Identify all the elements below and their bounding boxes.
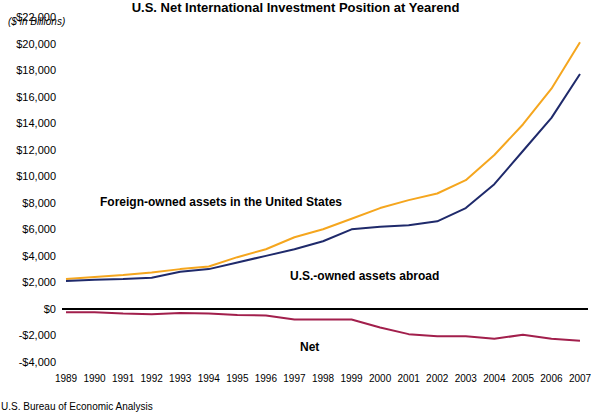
series-label: Net xyxy=(300,340,319,354)
x-tick-label: 1998 xyxy=(312,373,335,384)
y-tick xyxy=(58,176,61,177)
y-tick-label: $6,000 xyxy=(22,223,56,235)
x-tick-label: 2000 xyxy=(369,373,392,384)
title: U.S. Net International Investment Positi… xyxy=(132,0,460,15)
x-tick-label: 2001 xyxy=(398,373,421,384)
x-tick-label: 2007 xyxy=(569,373,591,384)
x-tick-label: 2003 xyxy=(455,373,478,384)
x-tick-label: 2004 xyxy=(483,373,506,384)
y-tick-label: $12,000 xyxy=(16,144,56,156)
y-tick xyxy=(58,70,61,71)
x-tick-label: 1996 xyxy=(255,373,278,384)
x-tick-label: 1999 xyxy=(340,373,363,384)
series-line xyxy=(66,74,580,281)
y-tick xyxy=(58,362,61,363)
x-tick-label: 1991 xyxy=(112,373,135,384)
y-tick-label: $10,000 xyxy=(16,170,56,182)
y-tick xyxy=(58,255,61,256)
y-tick xyxy=(58,149,61,150)
y-tick xyxy=(58,17,61,18)
series-label: Foreign-owned assets in the United State… xyxy=(100,195,342,209)
y-tick xyxy=(58,96,61,97)
x-tick-label: 1989 xyxy=(55,373,78,384)
y-tick-label: -$4,000 xyxy=(19,356,56,368)
y-tick-label: $0 xyxy=(44,303,56,315)
y-tick-label: -$2,000 xyxy=(19,329,56,341)
y-tick xyxy=(58,335,61,336)
chart: U.S. Net International Investment Positi… xyxy=(0,0,591,415)
x-tick-label: 1992 xyxy=(141,373,164,384)
series-line xyxy=(66,312,580,341)
x-tick-label: 1990 xyxy=(83,373,106,384)
y-tick-label: $16,000 xyxy=(16,91,56,103)
y-tick-label: $20,000 xyxy=(16,38,56,50)
plot-area xyxy=(66,42,580,341)
y-tick xyxy=(58,43,61,44)
x-tick-label: 1995 xyxy=(226,373,249,384)
y-tick-label: $22,000 xyxy=(16,11,56,23)
y-tick-label: $2,000 xyxy=(22,276,56,288)
y-tick xyxy=(58,282,61,283)
y-tick xyxy=(58,123,61,124)
y-tick xyxy=(58,202,61,203)
y-tick-label: $8,000 xyxy=(22,197,56,209)
source: U.S. Bureau of Economic Analysis xyxy=(1,401,153,412)
x-tick-label: 1997 xyxy=(283,373,306,384)
x-tick-label: 1993 xyxy=(169,373,192,384)
zero-line xyxy=(62,308,588,310)
x-tick-label: 1994 xyxy=(198,373,221,384)
x-tick-label: 2006 xyxy=(540,373,563,384)
y-tick xyxy=(58,308,61,309)
y-tick xyxy=(58,229,61,230)
y-tick-label: $4,000 xyxy=(22,250,56,262)
y-tick-label: $18,000 xyxy=(16,64,56,76)
y-tick-label: $14,000 xyxy=(16,117,56,129)
series-line xyxy=(66,42,580,279)
x-tick-label: 2005 xyxy=(512,373,535,384)
series-label: U.S.-owned assets abroad xyxy=(290,269,439,283)
x-tick-label: 2002 xyxy=(426,373,449,384)
